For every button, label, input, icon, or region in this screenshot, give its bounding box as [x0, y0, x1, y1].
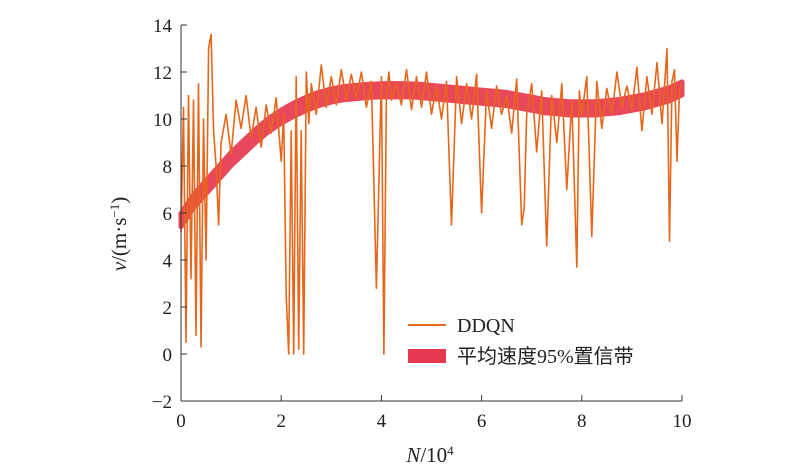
- confidence-band: [178, 79, 685, 230]
- legend-swatch-band: [408, 349, 446, 363]
- x-axis-label-var: N: [405, 443, 421, 467]
- y-tick-label: 8: [163, 157, 173, 178]
- y-axis-label-sup: −1: [107, 204, 122, 218]
- ddqn-series-line: [180, 33, 683, 355]
- y-tick-label: 6: [163, 204, 173, 225]
- y-tick-label: 4: [163, 251, 173, 272]
- x-tick-label: 8: [577, 411, 587, 432]
- y-axis-label-var: v: [107, 261, 131, 271]
- y-axis-label-close: ): [107, 197, 131, 204]
- x-axis-label: N/104: [405, 443, 454, 468]
- plot-area: [178, 33, 685, 355]
- x-axis-label-sup: 4: [447, 443, 454, 458]
- y-tick-label: 12: [153, 63, 172, 84]
- y-tick-label: 14: [153, 16, 173, 37]
- y-axis-label-unit: /(m·s: [107, 218, 131, 262]
- y-tick-label: 10: [153, 110, 172, 131]
- y-tick-label: −2: [152, 392, 172, 413]
- legend-label-band: 平均速度95%置信带: [457, 345, 634, 368]
- y-tick-label: 2: [163, 298, 173, 319]
- x-tick-label: 0: [176, 411, 186, 432]
- x-tick-label: 10: [673, 411, 692, 432]
- legend-label-ddqn: DDQN: [457, 315, 515, 337]
- legend: DDQN 平均速度95%置信带: [408, 315, 634, 368]
- x-tick-label: 2: [276, 411, 286, 432]
- x-axis-label-unit: /10: [420, 443, 447, 467]
- x-tick-label: 6: [477, 411, 487, 432]
- y-axis-label: v/(m·s−1): [107, 197, 132, 272]
- x-tick-label: 4: [377, 411, 387, 432]
- axes: [180, 24, 683, 402]
- y-tick-label: 0: [163, 345, 173, 366]
